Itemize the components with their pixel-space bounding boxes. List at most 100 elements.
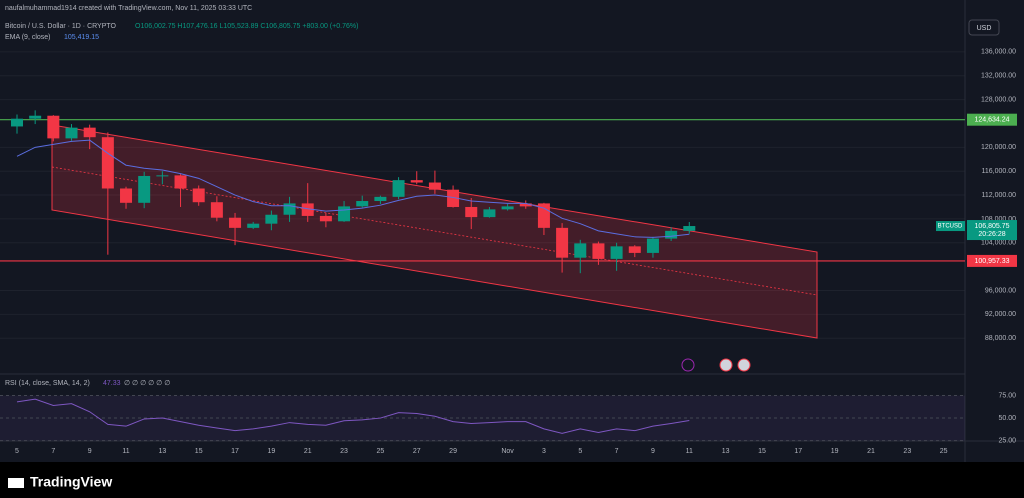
credit: naufalmuhammad1914 created with TradingV… bbox=[5, 5, 252, 12]
x-tick-label: 15 bbox=[195, 448, 203, 455]
candle-body bbox=[156, 175, 169, 177]
candle-body bbox=[283, 203, 296, 215]
ema-line bbox=[16, 139, 690, 238]
y-tick-label: 92,000.00 bbox=[985, 311, 1016, 318]
channel bbox=[51, 124, 818, 339]
x-tick-label: 17 bbox=[231, 448, 239, 455]
candle-body bbox=[574, 243, 587, 258]
price-label: 100,957.33 bbox=[974, 258, 1009, 265]
candle-body bbox=[374, 196, 387, 202]
x-tick-label: 21 bbox=[867, 448, 875, 455]
rsi-tick-label: 25.00 bbox=[998, 437, 1016, 444]
candle-body bbox=[483, 209, 496, 218]
ohlc: O106,002.75 H107,476.16 L105,523.89 C106… bbox=[135, 23, 358, 30]
ema-label: EMA (9, close) bbox=[5, 34, 51, 41]
candle-body bbox=[646, 238, 659, 253]
logo-mark bbox=[8, 478, 24, 488]
logo: TradingView bbox=[30, 474, 112, 490]
x-tick-label: 29 bbox=[449, 448, 457, 455]
candle-body bbox=[356, 201, 369, 207]
candle-body bbox=[338, 206, 351, 222]
candle-body bbox=[229, 217, 242, 228]
candle-body bbox=[138, 175, 151, 203]
y-tick-label: 128,000.00 bbox=[981, 96, 1016, 103]
rsi-tick-label: 50.00 bbox=[998, 415, 1016, 422]
candle-body bbox=[47, 115, 60, 139]
y-tick-label: 120,000.00 bbox=[981, 144, 1016, 151]
candle-body bbox=[120, 188, 133, 203]
candle-body bbox=[556, 227, 569, 258]
x-tick-label: 3 bbox=[542, 448, 546, 455]
x-tick-label: 11 bbox=[122, 448, 129, 455]
y-tick-label: 96,000.00 bbox=[985, 287, 1016, 294]
price-label-box bbox=[967, 113, 1017, 126]
x-tick-label: 13 bbox=[722, 448, 730, 455]
candle-body bbox=[683, 226, 696, 231]
candle-body bbox=[65, 127, 78, 139]
x-tick-label: 21 bbox=[304, 448, 312, 455]
candle-body bbox=[11, 118, 23, 127]
price-label-box bbox=[967, 254, 1017, 267]
icon[interactable] bbox=[737, 358, 751, 372]
candle-body bbox=[301, 203, 314, 216]
candle-body bbox=[192, 188, 205, 203]
y-tick-label: 104,000.00 bbox=[981, 240, 1016, 247]
x-tick-label: 7 bbox=[615, 448, 619, 455]
candle-body bbox=[428, 182, 441, 190]
candle-body bbox=[174, 175, 187, 189]
x-tick-label: 9 bbox=[651, 448, 655, 455]
candle-body bbox=[410, 180, 423, 183]
candle-body bbox=[665, 230, 678, 239]
y-tick-label: 108,000.00 bbox=[981, 216, 1016, 223]
candle-body bbox=[628, 246, 641, 253]
x-tick-label: 15 bbox=[758, 448, 766, 455]
candle-body bbox=[519, 203, 532, 207]
candle-body bbox=[501, 206, 514, 210]
candle-body bbox=[265, 214, 278, 224]
x-tick-label: 13 bbox=[158, 448, 166, 455]
rsi-tick-label: 75.00 bbox=[998, 392, 1016, 399]
candle-body bbox=[247, 223, 260, 228]
x-tick-label: 19 bbox=[831, 448, 839, 455]
rsi-extra: ∅ ∅ ∅ ∅ ∅ ∅ bbox=[124, 380, 170, 387]
y-tick-label: 116,000.00 bbox=[981, 168, 1016, 175]
rsi-title: RSI (14, close, SMA, 14, 2) bbox=[5, 380, 90, 387]
currency-box[interactable] bbox=[968, 19, 1000, 36]
candle-body bbox=[465, 206, 478, 218]
x-tick-label: 23 bbox=[340, 448, 348, 455]
y-tick-label: 132,000.00 bbox=[981, 73, 1016, 80]
x-tick-label: 25 bbox=[377, 448, 385, 455]
ema-value: 105,419.15 bbox=[64, 34, 99, 41]
symbol-box bbox=[936, 221, 965, 232]
y-tick-label: 136,000.00 bbox=[981, 49, 1016, 56]
x-tick-label: 19 bbox=[267, 448, 275, 455]
candle-body bbox=[392, 180, 405, 197]
y-tick-label: 112,000.00 bbox=[981, 192, 1016, 199]
background bbox=[0, 0, 1024, 462]
x-tick-label: 25 bbox=[940, 448, 948, 455]
last-price: 106,805.75 bbox=[974, 223, 1009, 230]
x-tick-label: 9 bbox=[88, 448, 92, 455]
x-tick-label: 27 bbox=[413, 448, 421, 455]
candle-body bbox=[83, 127, 96, 138]
candle-body bbox=[319, 215, 332, 222]
last-price-box bbox=[967, 220, 1017, 241]
rsi-value: 47.33 bbox=[103, 380, 121, 387]
icon[interactable] bbox=[681, 358, 695, 372]
currency[interactable]: USD bbox=[977, 25, 992, 32]
x-tick-label: 11 bbox=[686, 448, 693, 455]
x-tick-label: 7 bbox=[51, 448, 55, 455]
symbol: Bitcoin / U.S. Dollar · 1D · CRYPTO bbox=[5, 23, 117, 30]
y-tick-label: 88,000.00 bbox=[985, 335, 1016, 342]
icon[interactable] bbox=[719, 358, 733, 372]
candle-body bbox=[29, 115, 42, 119]
price-label: 124,634.24 bbox=[974, 117, 1009, 124]
footer bbox=[0, 462, 1024, 498]
x-tick-label: 5 bbox=[15, 448, 19, 455]
x-tick-label: 5 bbox=[578, 448, 582, 455]
x-tick-label: 23 bbox=[903, 448, 911, 455]
x-tick-label: Nov bbox=[501, 448, 514, 455]
candle-body bbox=[610, 246, 623, 259]
candle-body bbox=[210, 202, 223, 218]
